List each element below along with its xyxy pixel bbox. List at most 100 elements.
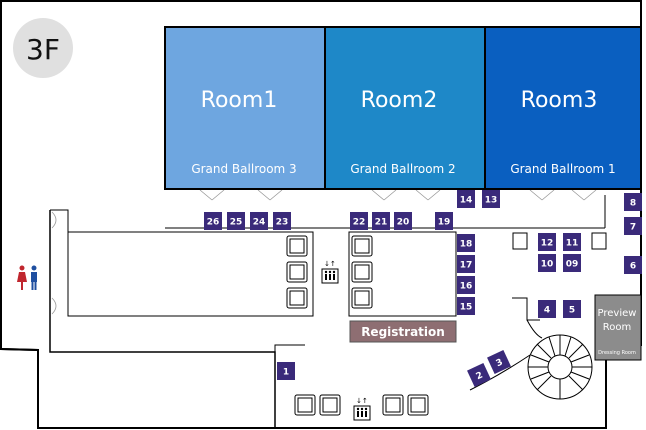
booth-number: 11 [566,239,579,249]
booth-21[interactable]: 21 [372,212,390,230]
booth-box [538,300,556,318]
booth-box [457,297,475,315]
booth-box [394,212,412,230]
booth-25[interactable]: 25 [227,212,245,230]
booth-12[interactable]: 12 [538,233,556,251]
registration[interactable]: Registration [349,320,457,343]
booth-number: 20 [397,218,410,228]
restroom-icon [17,265,37,290]
booth-3[interactable]: 3 [487,350,511,374]
booth-24[interactable]: 24 [250,212,268,230]
booth-number: 3 [495,358,505,370]
booth-15[interactable]: 15 [457,297,475,315]
booth-10[interactable]: 10 [538,254,556,272]
booth-number: 22 [353,218,366,228]
booth-4[interactable]: 4 [538,300,556,318]
booth-box [538,233,556,251]
booths: 1 234 567809101112131415161718192021222324… [204,190,642,387]
room-2[interactable] [324,26,486,190]
booth-number: 7 [630,223,636,233]
booth-number: 25 [230,218,243,228]
posts [512,232,607,250]
svg-text:↓↑: ↓↑ [356,397,368,405]
booth-16[interactable]: 16 [457,276,475,294]
booth-19[interactable]: 19 [435,212,453,230]
booth-number: 21 [375,218,388,228]
booth-13[interactable]: 13 [482,190,500,208]
booth-number: 8 [630,199,636,209]
booth-box [487,350,511,374]
booth-22[interactable]: 22 [350,212,368,230]
booth-2[interactable]: 2 [467,363,491,387]
booth-7[interactable]: 7 [624,217,642,235]
booth-26[interactable]: 26 [204,212,222,230]
room-1-name: Room1 [201,88,278,113]
booth-number: 12 [541,239,554,249]
booth-box [624,193,642,211]
booth-number: 19 [438,218,451,228]
booth-18[interactable]: 18 [457,234,475,252]
room-1[interactable] [164,26,326,190]
booth-11[interactable]: 11 [563,233,581,251]
room-3-name: Room3 [521,88,598,113]
booth-number: 4 [544,306,550,316]
booth-number: 5 [569,306,575,316]
booth-box [624,217,642,235]
booth-box [482,190,500,208]
booth-5[interactable]: 5 [563,300,581,318]
preview-room[interactable]: Preview Room Dressing Room [594,294,642,361]
booth-number: 16 [460,282,473,292]
booth-number: 18 [460,240,473,250]
booth-number: 6 [630,262,636,272]
booth-6[interactable]: 6 [624,256,642,274]
spiral-staircase-icon [527,334,593,400]
booth-box [457,255,475,273]
booth-number: 2 [475,371,485,383]
booth-box [563,300,581,318]
left-structure [67,231,314,317]
booth-1[interactable]: 1 [277,362,295,380]
preview-room-title-1: Preview [598,308,637,319]
preview-room-title-2: Room [603,322,631,333]
room-3[interactable] [484,26,642,190]
elevator-icon: ↓↑ [352,396,372,422]
booth-8[interactable]: 8 [624,193,642,211]
doors [51,189,597,315]
booth-box [435,212,453,230]
floor-badge: 3F [13,18,73,78]
booth-number: 09 [566,260,579,270]
booth-box [457,234,475,252]
booth-number: 23 [276,218,289,228]
booth-number: 24 [253,218,266,228]
room-3-subtitle: Grand Ballroom 1 [510,162,615,176]
booth-box [372,212,390,230]
booth-23[interactable]: 23 [273,212,291,230]
booth-17[interactable]: 17 [457,255,475,273]
booth-box [227,212,245,230]
booth-box [350,212,368,230]
preview-room-subtitle: Dressing Room [598,350,636,356]
booth-box [563,233,581,251]
booth-number: 15 [460,303,473,313]
booth-box [538,254,556,272]
booth-number: 26 [207,218,220,228]
booth-box [624,256,642,274]
booth-09[interactable]: 09 [563,254,581,272]
room-2-subtitle: Grand Ballroom 2 [350,162,455,176]
room-2-name: Room2 [361,88,438,113]
booth-box [277,362,295,380]
booth-box [563,254,581,272]
registration-label: Registration [361,325,445,339]
booth-number: 17 [460,261,473,271]
booth-number: 1 [283,368,289,378]
booth-20[interactable]: 20 [394,212,412,230]
rooms: Room1 Room2 Room3 Grand Ballroom 3 Grand… [164,26,642,190]
booth-14[interactable]: 14 [457,190,475,208]
booth-number: 14 [460,196,473,206]
elevator-icon: ↓↑ [320,259,340,284]
booth-number: 10 [541,260,554,270]
booth-box [467,363,491,387]
booth-box [457,190,475,208]
curved-walkway [469,319,543,391]
